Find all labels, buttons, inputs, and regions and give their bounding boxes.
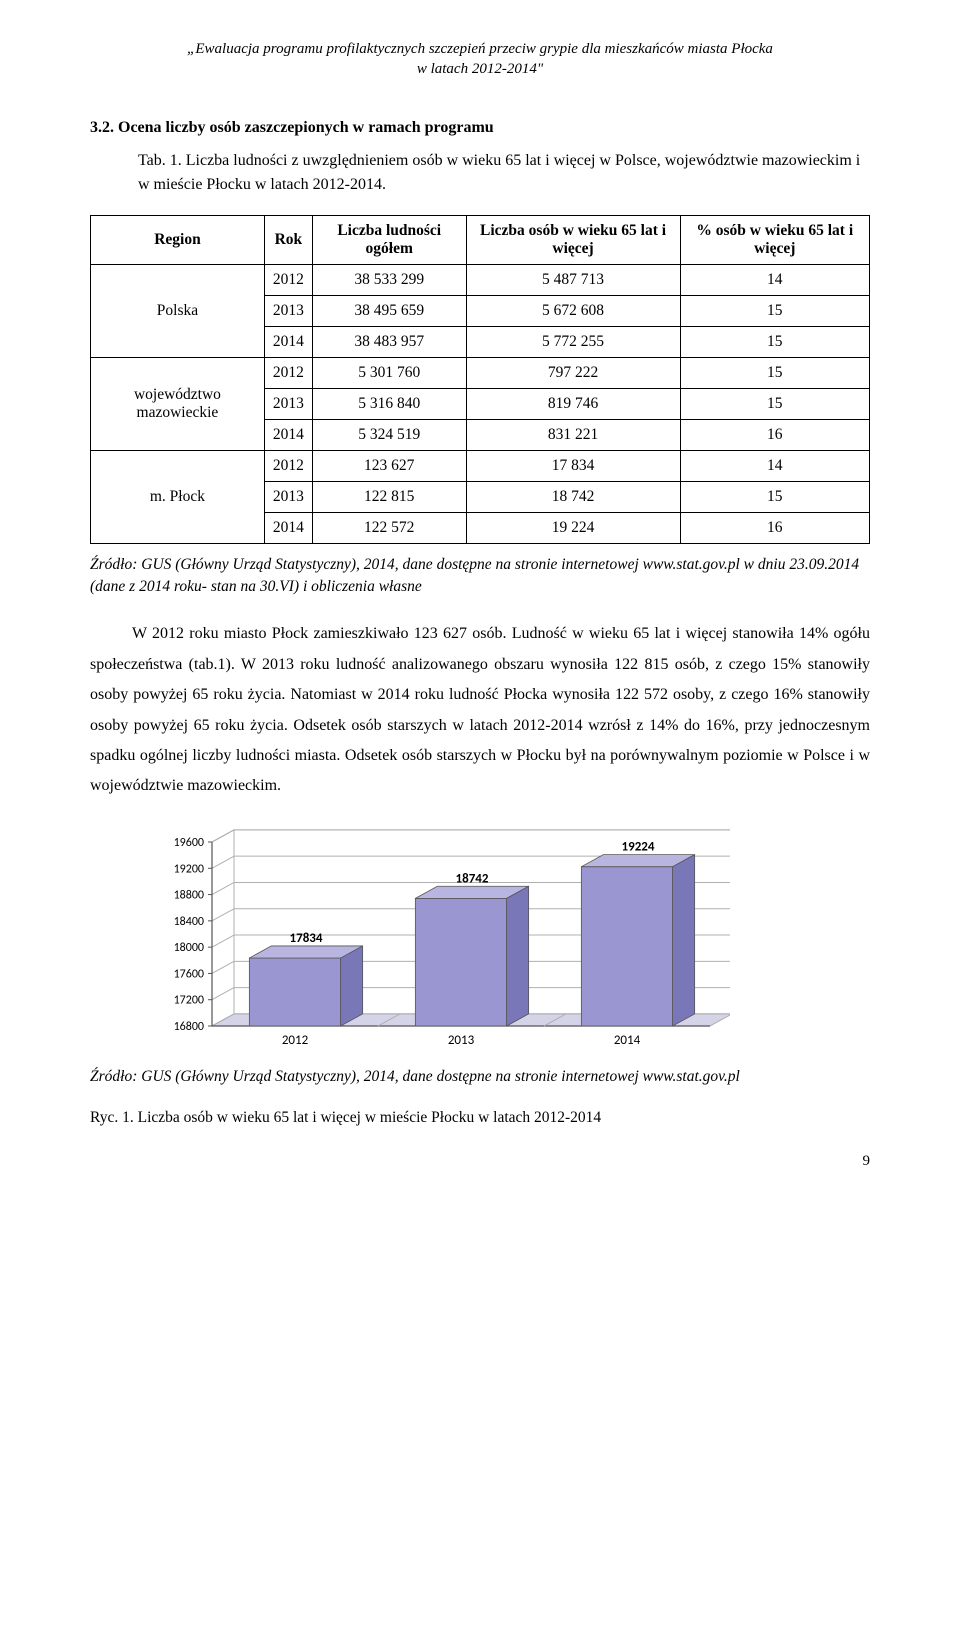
page-number: 9 [90, 1153, 870, 1170]
table-row: m. Płock 2012 123 627 17 834 14 [91, 451, 870, 482]
cell: 122 572 [312, 513, 466, 544]
header-line2: w latach 2012-2014" [417, 61, 543, 77]
body-text-content: W 2012 roku miasto Płock zamieszkiwało 1… [90, 625, 870, 794]
cell: 2014 [264, 327, 312, 358]
table-caption: Tab. 1. Liczba ludności z uwzględnieniem… [90, 149, 870, 197]
col-ogolem: Liczba ludności ogółem [312, 216, 466, 265]
cell: 38 533 299 [312, 265, 466, 296]
svg-text:18800: 18800 [174, 888, 204, 902]
svg-text:16800: 16800 [174, 1020, 204, 1034]
cell: 15 [680, 327, 869, 358]
svg-text:19600: 19600 [174, 836, 204, 850]
bar-chart: 16800 17200 17600 18000 18400 18800 19200 19600… [150, 824, 870, 1054]
cell: 2014 [264, 513, 312, 544]
chart-source: Źródło: GUS (Główny Urząd Statystyczny),… [90, 1066, 870, 1088]
doc-header: „Ewaluacja programu profilaktycznych szc… [90, 40, 870, 79]
cell: 5 772 255 [466, 327, 680, 358]
table-source: Źródło: GUS (Główny Urząd Statystyczny),… [90, 554, 870, 597]
cell: 2012 [264, 358, 312, 389]
col-pct: % osób w wieku 65 lat i więcej [680, 216, 869, 265]
svg-text:19200: 19200 [174, 862, 204, 876]
cell: 5 301 760 [312, 358, 466, 389]
region-cell: m. Płock [91, 451, 265, 544]
bar-chart-svg: 16800 17200 17600 18000 18400 18800 19200 19600… [150, 824, 730, 1054]
svg-text:18000: 18000 [174, 941, 204, 955]
cell: 16 [680, 420, 869, 451]
svg-text:18400: 18400 [174, 915, 204, 929]
region-cell: województwo mazowieckie [91, 358, 265, 451]
col-rok: Rok [264, 216, 312, 265]
table-header-row: Region Rok Liczba ludności ogółem Liczba… [91, 216, 870, 265]
cell: 123 627 [312, 451, 466, 482]
cell: 16 [680, 513, 869, 544]
population-table: Region Rok Liczba ludności ogółem Liczba… [90, 215, 870, 544]
cell: 2012 [264, 265, 312, 296]
svg-text:17600: 17600 [174, 967, 204, 981]
header-line1: „Ewaluacja programu profilaktycznych szc… [187, 41, 773, 57]
cell: 38 495 659 [312, 296, 466, 327]
cell: 2013 [264, 482, 312, 513]
cell: 819 746 [466, 389, 680, 420]
svg-text:17834: 17834 [290, 931, 323, 946]
table-row: Polska 2012 38 533 299 5 487 713 14 [91, 265, 870, 296]
svg-text:17200: 17200 [174, 993, 204, 1007]
figure-caption: Ryc. 1. Liczba osób w wieku 65 lat i wię… [90, 1109, 870, 1127]
cell: 15 [680, 358, 869, 389]
body-paragraph: W 2012 roku miasto Płock zamieszkiwało 1… [90, 619, 870, 801]
cell: 2013 [264, 389, 312, 420]
cell: 17 834 [466, 451, 680, 482]
svg-text:2013: 2013 [448, 1033, 475, 1048]
svg-text:18742: 18742 [456, 871, 489, 886]
cell: 5 487 713 [466, 265, 680, 296]
cell: 797 222 [466, 358, 680, 389]
section-title: 3.2. Ocena liczby osób zaszczepionych w … [90, 119, 870, 137]
cell: 2012 [264, 451, 312, 482]
cell: 2013 [264, 296, 312, 327]
col-w65: Liczba osób w wieku 65 lat i więcej [466, 216, 680, 265]
table-row: województwo mazowieckie 2012 5 301 760 7… [91, 358, 870, 389]
cell: 14 [680, 451, 869, 482]
cell: 19 224 [466, 513, 680, 544]
cell: 15 [680, 482, 869, 513]
cell: 831 221 [466, 420, 680, 451]
svg-text:19224: 19224 [622, 839, 655, 854]
svg-text:2014: 2014 [614, 1033, 641, 1048]
cell: 5 324 519 [312, 420, 466, 451]
cell: 5 672 608 [466, 296, 680, 327]
cell: 2014 [264, 420, 312, 451]
svg-text:2012: 2012 [282, 1033, 309, 1048]
cell: 38 483 957 [312, 327, 466, 358]
cell: 15 [680, 296, 869, 327]
cell: 18 742 [466, 482, 680, 513]
cell: 5 316 840 [312, 389, 466, 420]
cell: 14 [680, 265, 869, 296]
cell: 15 [680, 389, 869, 420]
col-region: Region [91, 216, 265, 265]
cell: 122 815 [312, 482, 466, 513]
region-cell: Polska [91, 265, 265, 358]
